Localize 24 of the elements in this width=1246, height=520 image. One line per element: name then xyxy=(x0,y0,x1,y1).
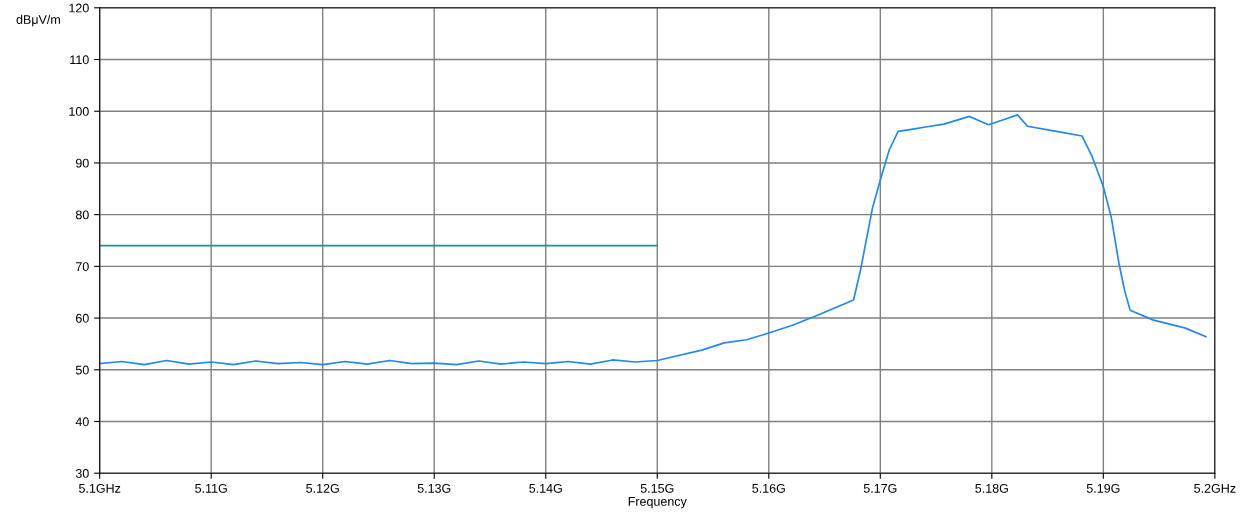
y-tick-label: 50 xyxy=(75,365,89,375)
y-tick-label: 90 xyxy=(75,158,89,168)
x-tick-label: 5.17G xyxy=(863,483,897,493)
x-tick-label: 5.12G xyxy=(306,483,339,493)
x-tick-label: 5.14G xyxy=(529,483,562,493)
y-tick-label: 70 xyxy=(76,262,89,272)
y-tick-label: 80 xyxy=(75,210,89,220)
x-tick-label: 5.16G xyxy=(752,483,785,493)
y-tick-label: 120 xyxy=(69,3,89,13)
x-tick-label: 5.15G xyxy=(640,483,674,493)
y-tick-label: 110 xyxy=(70,55,89,65)
y-tick-label: 30 xyxy=(75,469,89,478)
x-tick-label: 5.1GHz xyxy=(78,483,121,493)
x-axis-title: Frequency xyxy=(628,497,687,509)
y-tick-label: 60 xyxy=(76,313,89,323)
x-tick-label: 5.11G xyxy=(195,483,227,493)
x-tick-label: 5.18G xyxy=(975,483,1008,493)
x-tick-label: 5.13G xyxy=(417,483,451,493)
x-tick-label: 5.19G xyxy=(1086,483,1120,493)
x-tick-label: 5.2GHz xyxy=(1194,483,1236,493)
y-tick-label: 40 xyxy=(75,417,89,427)
line-series xyxy=(99,114,1207,366)
y-tick-label: 100 xyxy=(69,107,89,116)
y-axis-title: dBμV/m xyxy=(16,14,60,27)
